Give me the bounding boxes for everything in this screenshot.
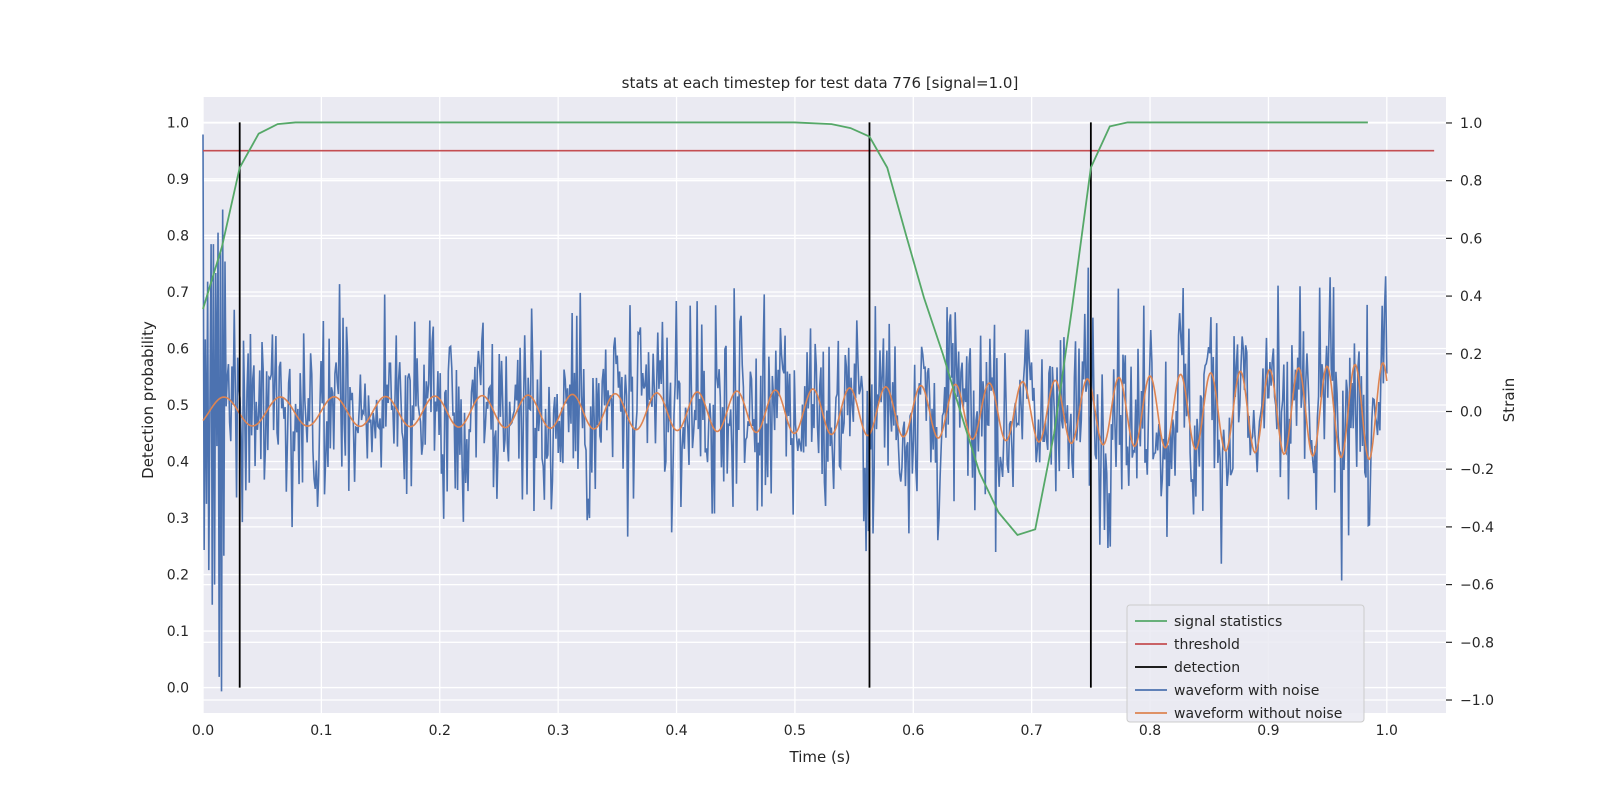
y-right-tick-label: 0.2 bbox=[1460, 347, 1482, 363]
y-left-tick-label: 0.9 bbox=[167, 172, 189, 188]
legend-label: waveform with noise bbox=[1174, 683, 1319, 699]
x-tick-label: 0.2 bbox=[429, 723, 451, 739]
y-right-tick-label: 0.8 bbox=[1460, 174, 1482, 190]
y-left-tick-label: 0.4 bbox=[167, 455, 189, 471]
waveform-with-noise-line bbox=[202, 134, 1388, 692]
waveform-without-noise-line bbox=[202, 361, 1388, 461]
legend-label: detection bbox=[1174, 660, 1240, 676]
y-left-axis-ticks: 0.0 0.1 0.2 0.3 0.4 0.5 0.6 0.7 0.8 0.9 1.0 bbox=[167, 115, 189, 696]
y-right-tick-label: −0.6 bbox=[1460, 578, 1494, 594]
legend: signal statistics threshold detection wavef… bbox=[1126, 604, 1365, 723]
y-right-axis-ticks: −1.0 −0.8 −0.6 −0.4 −0.2 0.0 0.2 0.4 0.6 0.8 1.0 bbox=[1446, 116, 1494, 709]
y-right-axis-label: Strain bbox=[1500, 378, 1518, 422]
y-left-tick-label: 0.0 bbox=[167, 681, 189, 697]
y-left-tick-label: 0.5 bbox=[167, 398, 189, 414]
x-tick-label: 0.1 bbox=[310, 723, 332, 739]
legend-label: threshold bbox=[1174, 637, 1240, 653]
y-left-tick-label: 1.0 bbox=[167, 115, 189, 131]
y-left-tick-label: 0.8 bbox=[167, 228, 189, 244]
y-left-tick-label: 0.1 bbox=[167, 624, 189, 640]
y-right-tick-label: −0.2 bbox=[1460, 462, 1494, 478]
legend-label: waveform without noise bbox=[1174, 706, 1342, 722]
y-right-tick-label: 0.4 bbox=[1460, 289, 1482, 305]
y-left-axis-label: Detection probability bbox=[139, 321, 157, 479]
x-tick-label: 1.0 bbox=[1376, 723, 1398, 739]
y-left-tick-label: 0.3 bbox=[167, 511, 189, 527]
y-right-tick-label: −0.8 bbox=[1460, 635, 1494, 651]
x-tick-label: 0.7 bbox=[1021, 723, 1043, 739]
legend-label: signal statistics bbox=[1174, 614, 1282, 630]
x-tick-label: 0.5 bbox=[784, 723, 806, 739]
x-tick-label: 0.3 bbox=[547, 723, 569, 739]
signal-statistics-line bbox=[202, 121, 1368, 537]
y-left-tick-label: 0.7 bbox=[167, 285, 189, 301]
x-tick-label: 0.0 bbox=[192, 723, 214, 739]
series-layer bbox=[202, 121, 1435, 692]
x-axis-label: Time (s) bbox=[789, 748, 851, 766]
chart-title: stats at each timestep for test data 776… bbox=[622, 74, 1019, 92]
x-tick-label: 0.8 bbox=[1139, 723, 1161, 739]
legend-box bbox=[1126, 604, 1365, 723]
y-right-tick-label: 1.0 bbox=[1460, 116, 1482, 132]
y-left-tick-label: 0.2 bbox=[167, 568, 189, 584]
y-right-tick-label: 0.0 bbox=[1460, 404, 1482, 420]
y-right-tick-label: 0.6 bbox=[1460, 231, 1482, 247]
x-tick-label: 0.6 bbox=[902, 723, 924, 739]
x-tick-label: 0.9 bbox=[1257, 723, 1279, 739]
x-tick-label: 0.4 bbox=[665, 723, 687, 739]
y-right-tick-label: −0.4 bbox=[1460, 520, 1494, 536]
y-left-tick-label: 0.6 bbox=[167, 341, 189, 357]
y-right-tick-label: −1.0 bbox=[1460, 693, 1494, 709]
x-axis-ticks: 0.0 0.1 0.2 0.3 0.4 0.5 0.6 0.7 0.8 0.9 1.0 bbox=[192, 723, 1398, 739]
